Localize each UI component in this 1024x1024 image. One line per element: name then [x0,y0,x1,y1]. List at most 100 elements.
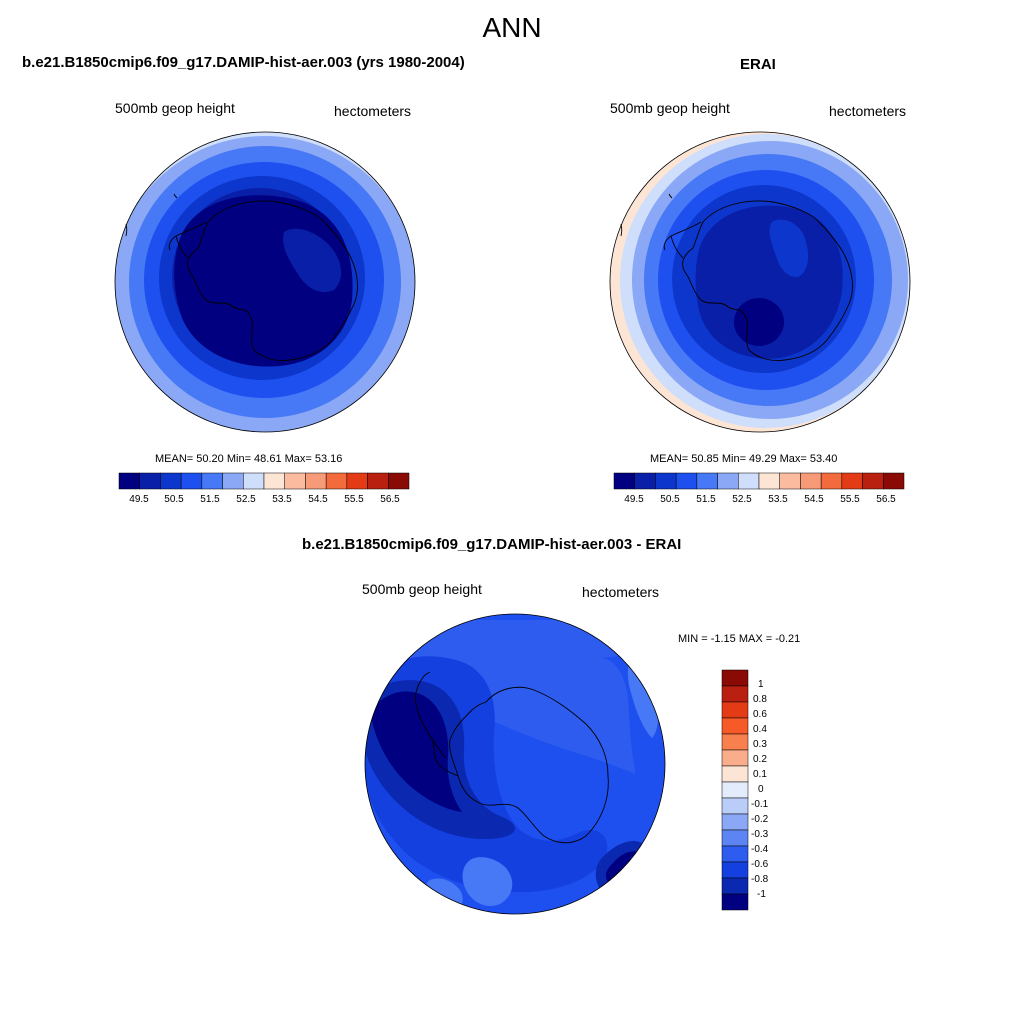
panel3-colorbar-swatch [721,701,749,719]
panel3-colorbar-label: -0.4 [751,844,769,855]
panel1-coastline [125,193,358,361]
panel2-colorbar [613,472,905,490]
panel3-colorbar-swatch [721,797,749,815]
panel1-colorbar-swatch [243,472,265,490]
panel1-colorbar-label: 56.5 [380,494,400,505]
panel3-colorbar-label: 0.2 [753,754,767,765]
panel3-colorbar-swatch [721,749,749,767]
panel3-colorbar-label: 0.1 [753,769,767,780]
panel3-colorbar-label: -0.1 [751,799,769,810]
panel2-colorbar-swatch [841,472,863,490]
panel3-colorbar-swatch [721,861,749,879]
panel1-colorbar-swatch [160,472,182,490]
panel2-colorbar-label: 52.5 [732,494,752,505]
panel1-right-string: hectometers [334,103,412,119]
panel3-colorbar-swatch [721,717,749,735]
panel2-colorbar-swatch [820,472,843,490]
panel3-map-border [364,613,666,915]
panel2-title: ERAI [740,56,776,73]
panel2-colorbar-label: 49.5 [624,494,644,505]
panel3-colorbar-swatch [721,781,749,799]
panel3-colorbar-label: 0.4 [753,724,767,735]
panel1-colorbar-swatch [367,472,389,490]
panel3-colorbar-label: 0 [758,784,764,795]
panel1-colorbar-label: 49.5 [129,494,149,505]
panel2-colorbar-swatch [634,472,656,490]
panel1-colorbar-label: 54.5 [308,494,328,505]
panel2-colorbar-swatch [758,472,780,490]
panel3-colorbar-label: -0.2 [751,814,769,825]
panel1-title: b.e21.B1850cmip6.f09_g17.DAMIP-hist-aer.… [22,54,465,71]
panel3-colorbar-swatch [721,877,749,895]
panel2-colorbar-swatch [779,472,801,490]
panel3-colorbar-label: 0.6 [753,709,767,720]
panel3-title: b.e21.B1850cmip6.f09_g17.DAMIP-hist-aer.… [302,536,682,553]
panel2-colorbar-swatch [800,472,822,490]
panel3-colorbar-swatch [721,733,749,751]
panel1-colorbar-label: 52.5 [236,494,256,505]
panel1-colorbar-swatch [388,472,410,490]
panel1-map-border [114,131,416,433]
panel3-right-string: hectometers [582,584,660,600]
panel1-colorbar-swatch [263,472,285,490]
panel3-coastline [415,671,609,844]
panel2-stats: MEAN= 50.85 Min= 49.29 Max= 53.40 [650,453,838,465]
panel1-colorbar-swatch [346,472,368,490]
panel1-colorbar-swatch [139,472,161,490]
panel1-colorbar-swatch [222,472,244,490]
panel2-colorbar-swatch [738,472,760,490]
panel2-colorbar-swatch [613,472,635,490]
panel2-colorbar-swatch [696,472,718,490]
panel3-map [365,614,665,914]
panel2-colorbar-label: 51.5 [696,494,716,505]
panel2-colorbar-label: 50.5 [660,494,680,505]
panel3-colorbar-swatch [721,845,749,863]
panel3-colorbar-label: 0.8 [753,694,767,705]
panel1-stats: MEAN= 50.20 Min= 48.61 Max= 53.16 [155,453,343,465]
panel3-colorbar [721,669,749,911]
panel3-colorbar-swatch [721,813,749,831]
panel3-colorbar-swatch [721,765,749,783]
panel3-left-string: 500mb geop height [362,581,482,597]
figure-title: ANN [482,12,542,43]
panel2-colorbar-label: 55.5 [840,494,860,505]
panel3-colorbar-swatch [721,669,749,687]
panel2-map-border [609,131,911,433]
panel2-coastline [620,193,853,361]
panel1-colorbar-swatch [201,472,223,490]
panel2-left-string: 500mb geop height [610,100,730,116]
panel3-colorbar-label: -0.8 [751,874,769,885]
panel2-right-string: hectometers [829,103,907,119]
panel1-colorbar-swatch [305,472,327,490]
panel3-colorbar-label: -1 [757,889,766,900]
panel1-colorbar-label: 55.5 [344,494,364,505]
panel1-colorbar-label: 51.5 [200,494,220,505]
panel3-colorbar-swatch [721,685,749,703]
panel3-stats: MIN = -1.15 MAX = -0.21 [678,633,801,645]
panel2-colorbar-swatch [655,472,677,490]
panel3-colorbar-label: 1 [758,679,764,690]
panel3-colorbar-label: 0.3 [753,739,767,750]
panel2-map [610,132,910,432]
panel2-colorbar-swatch [883,472,905,490]
panel3-colorbar-swatch [721,829,749,847]
panel3-colorbar-label: -0.6 [751,859,769,870]
panel1-colorbar-swatch [180,472,203,490]
panel1-colorbar-label: 53.5 [272,494,292,505]
panel2-colorbar-label: 53.5 [768,494,788,505]
panel1-colorbar-swatch [284,472,306,490]
panel2-colorbar-label: 54.5 [804,494,824,505]
panel1-colorbar-swatch [325,472,348,490]
panel1-colorbar-label: 50.5 [164,494,184,505]
panel1-map [115,132,415,432]
panel2-colorbar-swatch [717,472,739,490]
panel2-colorbar-swatch [862,472,884,490]
panel2-colorbar-swatch [675,472,698,490]
panel2-colorbar-label: 56.5 [876,494,896,505]
panel3-colorbar-label: -0.3 [751,829,769,840]
panel1-left-string: 500mb geop height [115,100,235,116]
panel3-colorbar-swatch [721,893,749,911]
panel1-colorbar [118,472,410,490]
panel1-colorbar-swatch [118,472,140,490]
